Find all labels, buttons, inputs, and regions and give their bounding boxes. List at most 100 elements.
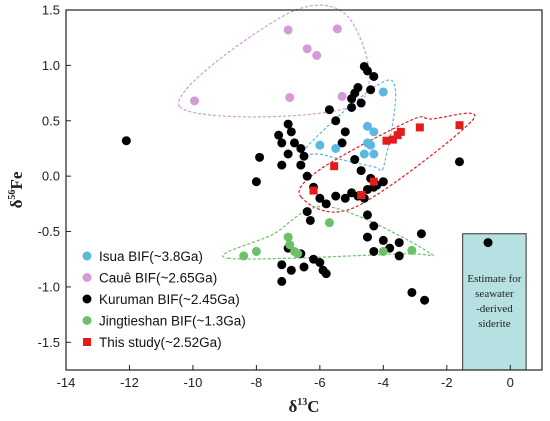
legend-marker xyxy=(82,273,92,282)
data-point xyxy=(366,140,376,150)
legend-label: Cauê BIF(~2.65Ga) xyxy=(99,271,217,286)
data-point xyxy=(309,186,318,195)
legend-marker xyxy=(82,316,92,325)
data-point xyxy=(299,262,309,272)
data-point xyxy=(357,190,366,199)
data-point xyxy=(321,199,331,209)
data-point xyxy=(483,238,493,248)
data-point xyxy=(356,166,366,176)
isua-outline xyxy=(301,79,397,172)
y-tick-label: -1.0 xyxy=(38,279,60,294)
y-tick-label: 0.0 xyxy=(42,169,60,184)
data-point xyxy=(369,149,379,159)
data-point xyxy=(407,287,417,297)
data-point xyxy=(330,162,339,171)
data-point xyxy=(283,232,293,242)
x-tick-label: -14 xyxy=(57,375,76,390)
data-point xyxy=(285,240,295,250)
data-point xyxy=(350,155,360,165)
data-point xyxy=(356,98,366,108)
data-point xyxy=(362,66,372,76)
data-point xyxy=(331,116,341,126)
data-point xyxy=(340,127,350,137)
y-tick-label: 1.5 xyxy=(42,3,60,18)
data-point xyxy=(378,235,388,245)
data-point xyxy=(332,24,342,34)
data-point xyxy=(239,251,249,261)
data-point xyxy=(362,210,372,220)
data-point xyxy=(283,149,293,159)
annotation-text: Estimate for seawater -derived siderite xyxy=(467,273,521,330)
x-tick-label: -6 xyxy=(314,375,326,390)
jingtieshan-outline xyxy=(222,206,434,260)
data-point xyxy=(407,245,417,255)
data-point xyxy=(251,246,261,256)
data-point xyxy=(121,136,131,146)
axes: -14 -12 -10 -8 -6 -4 -2 0 1.5 1.0 0.5 0.0 -0.5 -1.0 -1… xyxy=(7,3,543,416)
data-point xyxy=(285,93,295,103)
data-point xyxy=(293,249,303,259)
data-point xyxy=(324,105,334,115)
data-point xyxy=(321,269,331,279)
y-tick-label: -1.5 xyxy=(38,335,60,350)
plot-frame xyxy=(65,9,543,371)
y-tick-label: -0.5 xyxy=(38,224,60,239)
data-point xyxy=(274,130,284,140)
seawater-siderite-estimate-box: Estimate for seawater -derived siderite xyxy=(462,233,527,371)
y-tick-label: 1.0 xyxy=(42,58,60,73)
data-point xyxy=(353,83,363,93)
data-point xyxy=(415,123,424,132)
legend-label: Jingtieshan BIF(~1.3Ga) xyxy=(99,314,246,329)
data-point xyxy=(190,96,200,106)
data-point xyxy=(393,131,402,140)
data-point xyxy=(251,177,261,187)
data-point xyxy=(305,215,315,225)
data-point xyxy=(315,258,325,268)
x-axis-title: δ13C xyxy=(288,397,319,416)
group-outlines xyxy=(178,4,476,260)
annotation-box-fill xyxy=(462,233,527,371)
x-tick-label: -8 xyxy=(251,375,263,390)
x-tick-label: -2 xyxy=(441,375,453,390)
x-tick-label: -12 xyxy=(120,375,139,390)
data-point xyxy=(324,218,334,228)
data-points xyxy=(121,24,493,305)
data-point xyxy=(277,276,287,286)
y-axis-title: δ56Fe xyxy=(7,171,26,208)
data-point xyxy=(369,221,379,231)
data-point xyxy=(362,232,372,242)
data-point xyxy=(296,143,306,153)
data-point xyxy=(331,143,341,153)
legend-label: Kuruman BIF(~2.45Ga) xyxy=(99,292,240,307)
data-point xyxy=(299,151,309,161)
data-point xyxy=(312,50,322,60)
data-point xyxy=(394,251,404,261)
data-point xyxy=(394,238,404,248)
data-point xyxy=(378,87,388,97)
data-point xyxy=(255,152,265,162)
data-point xyxy=(286,127,296,137)
data-point xyxy=(382,136,391,145)
data-point xyxy=(416,229,426,239)
caue-outline xyxy=(178,4,370,118)
data-point xyxy=(340,193,350,203)
data-point xyxy=(296,160,306,170)
data-point xyxy=(420,295,430,305)
legend-marker xyxy=(82,294,92,304)
legend-marker xyxy=(83,338,91,346)
data-point xyxy=(315,193,325,203)
data-point xyxy=(454,157,464,167)
data-point xyxy=(283,25,293,35)
data-point xyxy=(277,138,287,148)
x-tick-label: -4 xyxy=(378,375,390,390)
this-study-outline xyxy=(298,112,476,213)
data-point xyxy=(277,160,287,170)
x-tick-label: -10 xyxy=(184,375,203,390)
data-point xyxy=(369,246,379,256)
data-point xyxy=(455,121,464,130)
data-point xyxy=(289,138,299,148)
y-tick-label: 0.5 xyxy=(42,113,60,128)
legend-marker xyxy=(82,251,92,261)
data-point xyxy=(337,138,347,148)
